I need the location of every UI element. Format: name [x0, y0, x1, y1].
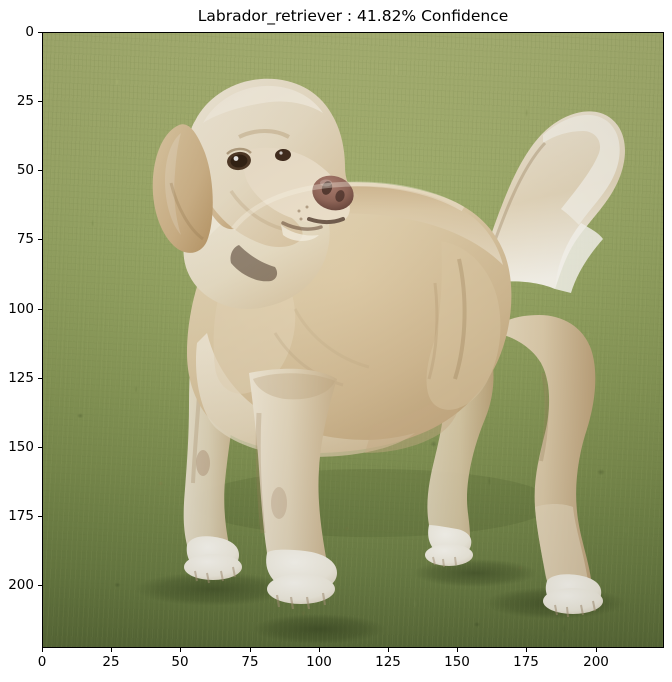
y-tick-mark-200 — [38, 585, 42, 587]
x-tick-mark-100 — [319, 648, 321, 652]
x-tick-mark-200 — [596, 648, 598, 652]
page-title: Labrador_retriever : 41.82% Confidence — [197, 7, 509, 25]
x-tick-label-75: 75 — [241, 654, 259, 670]
y-tick-label-50: 50 — [16, 162, 34, 178]
x-tick-mark-75 — [250, 648, 252, 652]
labrador-retriever-illustration — [135, 78, 625, 644]
y-tick-label-200: 200 — [8, 577, 34, 593]
x-tick-mark-175 — [526, 648, 528, 652]
y-tick-label-25: 25 — [16, 93, 34, 109]
x-tick-label-100: 100 — [306, 654, 332, 670]
x-tick-label-200: 200 — [583, 654, 609, 670]
y-tick-mark-50 — [38, 170, 42, 172]
y-tick-mark-25 — [38, 101, 42, 103]
y-tick-mark-125 — [38, 378, 42, 380]
y-tick-label-75: 75 — [16, 231, 34, 247]
x-tick-label-175: 175 — [513, 654, 539, 670]
y-tick-label-175: 175 — [8, 508, 34, 524]
x-tick-mark-125 — [388, 648, 390, 652]
y-tick-label-150: 150 — [8, 439, 34, 455]
y-tick-mark-100 — [38, 309, 42, 311]
dog-near-front-leg — [249, 368, 337, 610]
y-tick-label-100: 100 — [8, 301, 34, 317]
dog-nose — [312, 175, 354, 211]
y-tick-label-0: 0 — [25, 24, 34, 40]
plot-area — [42, 32, 664, 648]
y-tick-mark-75 — [38, 239, 42, 241]
dog-head — [152, 78, 359, 253]
x-tick-mark-25 — [111, 648, 113, 652]
x-tick-label-25: 25 — [102, 654, 120, 670]
x-tick-label-125: 125 — [375, 654, 401, 670]
y-tick-label-125: 125 — [8, 370, 34, 386]
dog-collar — [230, 245, 278, 282]
x-tick-mark-50 — [180, 648, 182, 652]
x-tick-label-150: 150 — [444, 654, 470, 670]
x-tick-mark-150 — [457, 648, 459, 652]
y-tick-mark-175 — [38, 516, 42, 518]
dog-eye-far — [275, 148, 291, 162]
x-tick-label-0: 0 — [37, 654, 47, 670]
y-tick-mark-0 — [38, 32, 42, 34]
x-tick-mark-0 — [42, 648, 44, 652]
photo-vignette — [43, 33, 663, 647]
dog-photograph — [43, 33, 663, 647]
x-tick-label-50: 50 — [171, 654, 189, 670]
y-tick-mark-150 — [38, 447, 42, 449]
dog-eye-near — [226, 147, 252, 171]
